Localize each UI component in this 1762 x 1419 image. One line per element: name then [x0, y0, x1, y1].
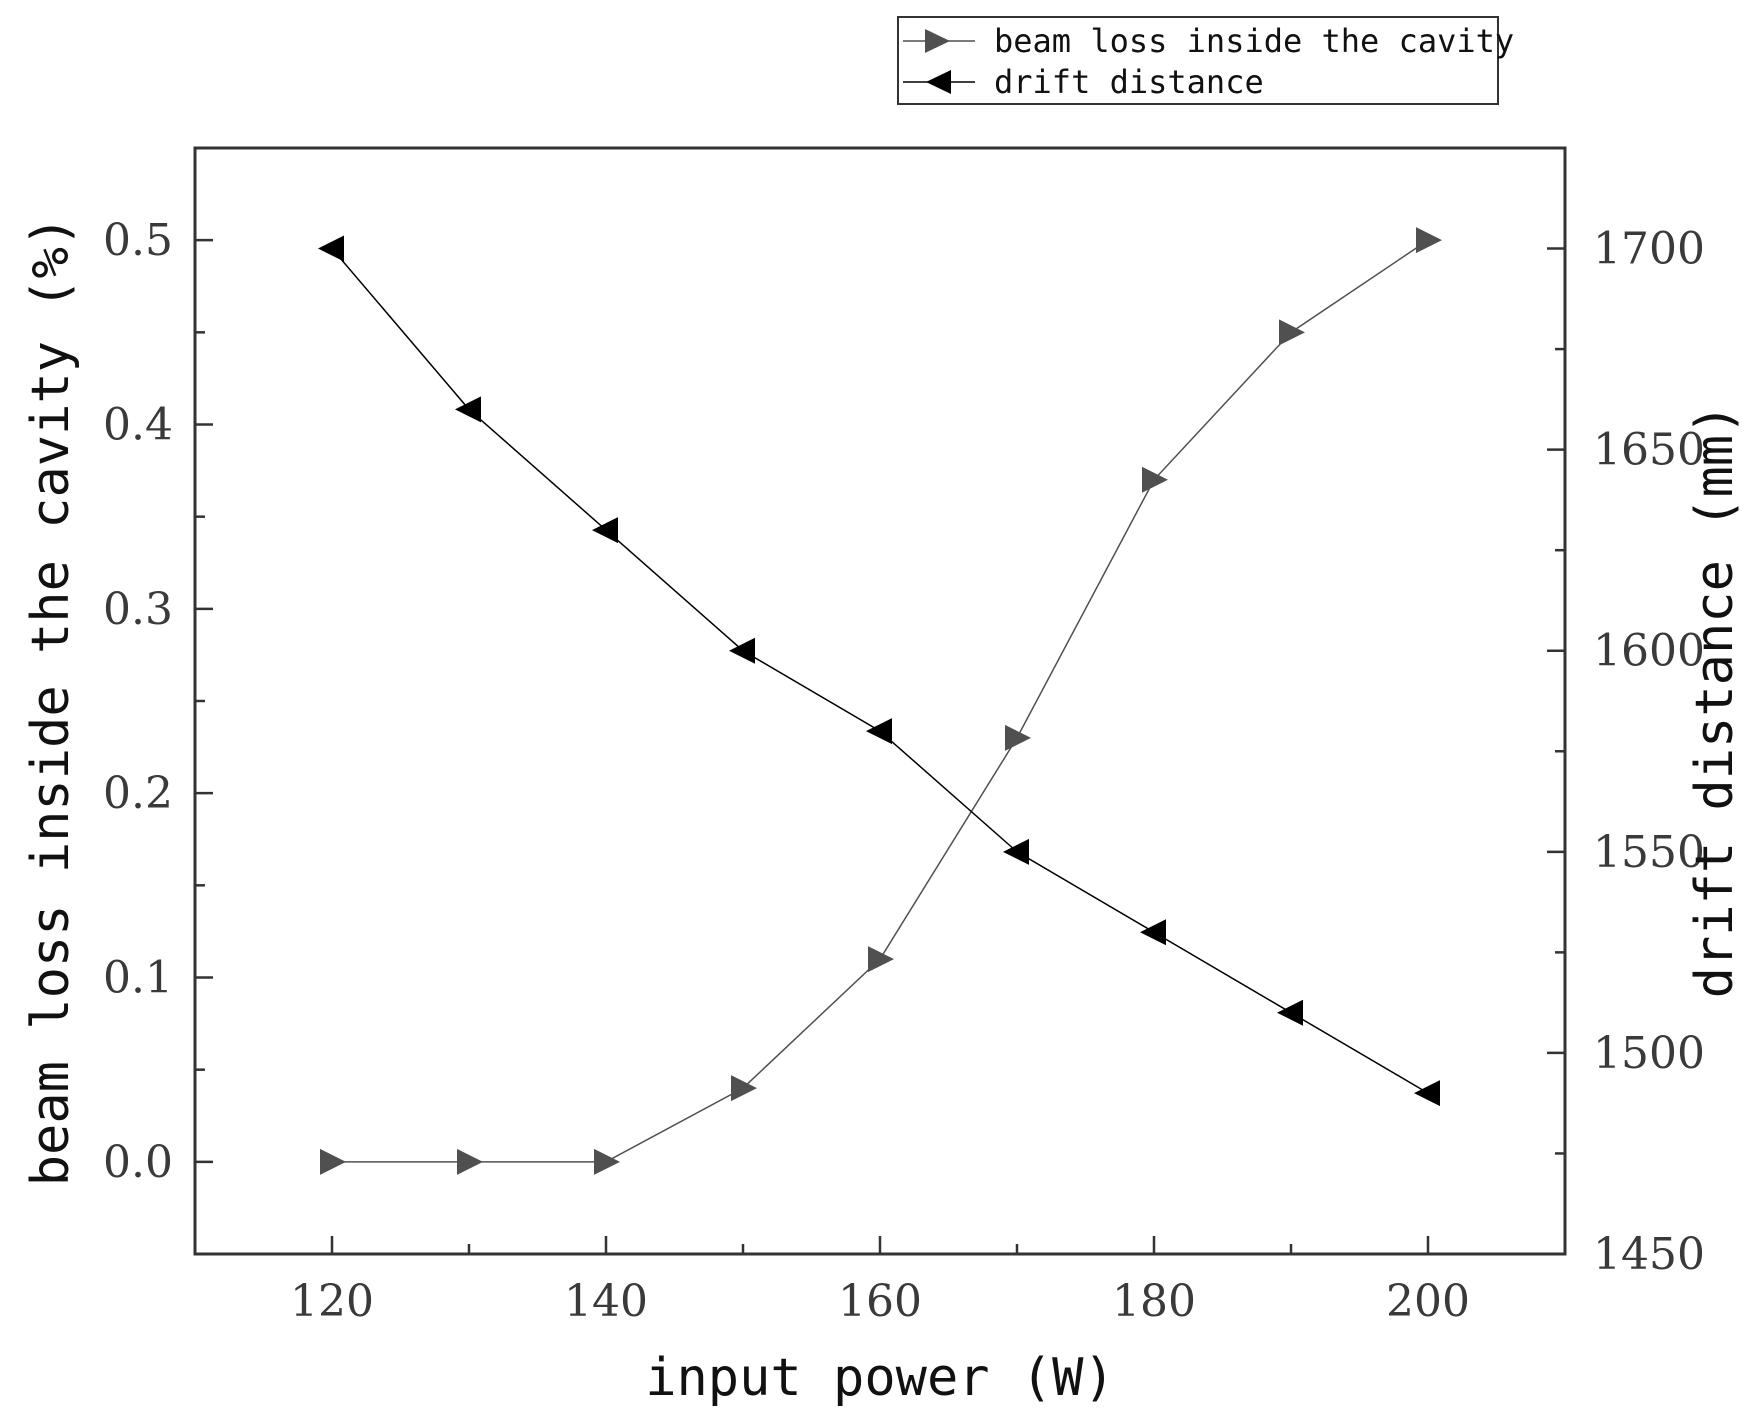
beam-loss-point — [594, 1148, 620, 1175]
legend: beam loss inside the cavity drift distan… — [897, 16, 1514, 105]
drift-distance-point — [592, 517, 618, 544]
y-tick-label: 0.2 — [103, 768, 173, 819]
x-tick-label: 140 — [564, 1276, 648, 1327]
beam-loss-line — [332, 239, 1429, 1163]
series-layer — [318, 227, 1442, 1175]
drift-distance-point — [729, 637, 755, 664]
legend-box — [897, 16, 1499, 105]
legend-label-beam-loss: beam loss inside the cavity — [994, 22, 1514, 60]
legend-label-drift-distance: drift distance — [994, 63, 1264, 101]
x-tick-label: 120 — [290, 1276, 374, 1327]
beam-loss-point — [731, 1075, 757, 1102]
plot-frame — [193, 146, 1567, 1256]
y-tick-label: 0.1 — [103, 953, 173, 1004]
beam-loss-point — [457, 1148, 483, 1175]
drift-distance-point — [1414, 1080, 1440, 1107]
y-tick-label: 0.0 — [103, 1137, 173, 1188]
legend-marker-drift-distance — [926, 70, 951, 94]
y-tick-label: 0.3 — [103, 584, 173, 635]
y-tick-label: 0.5 — [103, 215, 173, 266]
x-axis-title: input power (W) — [645, 1348, 1115, 1408]
y-axis-title: beam loss inside the cavity (%) — [21, 216, 81, 1187]
beam-loss-point — [320, 1148, 346, 1175]
drift-distance-point — [1140, 919, 1166, 946]
y-tick-label: 0.4 — [103, 400, 173, 451]
beam-loss-point — [1142, 466, 1168, 493]
y2-tick-label: 1500 — [1593, 1028, 1705, 1079]
x-tick-label: 180 — [1112, 1276, 1196, 1327]
drift-distance-point — [1003, 838, 1029, 865]
drift-distance-point — [318, 235, 344, 262]
y2-tick-label: 1700 — [1593, 224, 1705, 275]
legend-marker-beam-loss — [925, 29, 950, 53]
x-tick-label: 160 — [838, 1276, 922, 1327]
beam-loss-point — [1279, 319, 1305, 346]
drift-distance-point — [1277, 999, 1303, 1026]
y2-tick-label: 1600 — [1593, 626, 1705, 677]
beam-loss-point — [1416, 227, 1442, 254]
y2-axis-title: drift distance (mm) — [1685, 404, 1745, 999]
beam-loss-point — [868, 946, 894, 973]
ticks — [195, 146, 1565, 1256]
drift-distance-point — [455, 396, 481, 423]
y2-tick-label: 1650 — [1593, 425, 1705, 476]
x-tick-label: 200 — [1386, 1276, 1470, 1327]
drift-distance-line — [331, 248, 1429, 1094]
y2-tick-label: 1550 — [1593, 827, 1705, 878]
y2-tick-label: 1450 — [1593, 1229, 1705, 1280]
drift-distance-point — [866, 718, 892, 745]
beam-loss-point — [1005, 724, 1031, 751]
tick-labels: 120 140 160 180 200 0.0 0.1 0.2 0.3 0.4 0.5 1450 150… — [103, 215, 1705, 1327]
